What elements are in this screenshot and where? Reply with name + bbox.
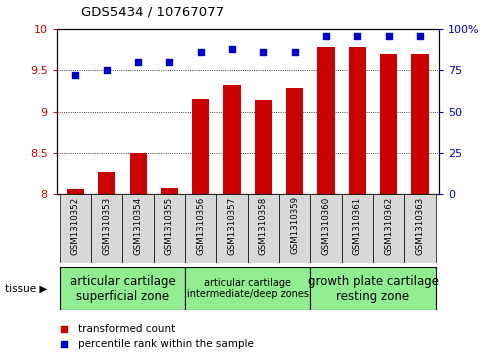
Text: transformed count: transformed count xyxy=(78,324,175,334)
Bar xyxy=(60,267,185,310)
Text: GSM1310362: GSM1310362 xyxy=(384,196,393,254)
Bar xyxy=(185,267,311,310)
Point xyxy=(71,72,79,78)
Bar xyxy=(279,194,311,263)
Point xyxy=(134,59,142,65)
Point xyxy=(60,341,68,347)
Bar xyxy=(185,194,216,263)
Bar xyxy=(373,194,404,263)
Text: articular cartilage
intermediate/deep zones: articular cartilage intermediate/deep zo… xyxy=(187,278,309,299)
Text: GSM1310363: GSM1310363 xyxy=(416,196,424,254)
Bar xyxy=(380,54,397,194)
Point xyxy=(228,46,236,52)
Bar xyxy=(311,267,436,310)
Text: GSM1310357: GSM1310357 xyxy=(228,196,237,254)
Bar xyxy=(223,85,241,194)
Text: GSM1310354: GSM1310354 xyxy=(134,196,142,254)
Text: GSM1310360: GSM1310360 xyxy=(321,196,330,254)
Point xyxy=(385,33,392,38)
Point xyxy=(259,49,267,55)
Text: GSM1310359: GSM1310359 xyxy=(290,196,299,254)
Bar xyxy=(91,194,122,263)
Text: GSM1310355: GSM1310355 xyxy=(165,196,174,254)
Bar xyxy=(342,194,373,263)
Point xyxy=(322,33,330,38)
Bar xyxy=(130,153,147,194)
Bar xyxy=(255,100,272,194)
Point xyxy=(166,59,174,65)
Bar xyxy=(67,189,84,194)
Text: percentile rank within the sample: percentile rank within the sample xyxy=(78,339,253,349)
Text: GSM1310352: GSM1310352 xyxy=(71,196,80,254)
Text: GSM1310356: GSM1310356 xyxy=(196,196,205,254)
Text: tissue ▶: tissue ▶ xyxy=(5,284,47,294)
Point xyxy=(353,33,361,38)
Bar xyxy=(60,194,91,263)
Bar xyxy=(349,47,366,194)
Bar xyxy=(122,194,154,263)
Text: GDS5434 / 10767077: GDS5434 / 10767077 xyxy=(81,5,224,18)
Bar xyxy=(411,54,428,194)
Bar xyxy=(216,194,248,263)
Text: articular cartilage
superficial zone: articular cartilage superficial zone xyxy=(70,274,176,303)
Point xyxy=(197,49,205,55)
Point xyxy=(103,68,111,73)
Bar xyxy=(192,99,210,194)
Point xyxy=(416,33,424,38)
Bar xyxy=(248,194,279,263)
Point xyxy=(291,49,299,55)
Text: GSM1310358: GSM1310358 xyxy=(259,196,268,254)
Bar xyxy=(286,89,303,194)
Bar xyxy=(98,172,115,194)
Bar xyxy=(317,47,335,194)
Bar xyxy=(311,194,342,263)
Bar xyxy=(154,194,185,263)
Bar xyxy=(404,194,436,263)
Bar xyxy=(161,188,178,194)
Text: GSM1310361: GSM1310361 xyxy=(353,196,362,254)
Text: growth plate cartilage
resting zone: growth plate cartilage resting zone xyxy=(308,274,438,303)
Text: GSM1310353: GSM1310353 xyxy=(103,196,111,254)
Point xyxy=(60,326,68,332)
